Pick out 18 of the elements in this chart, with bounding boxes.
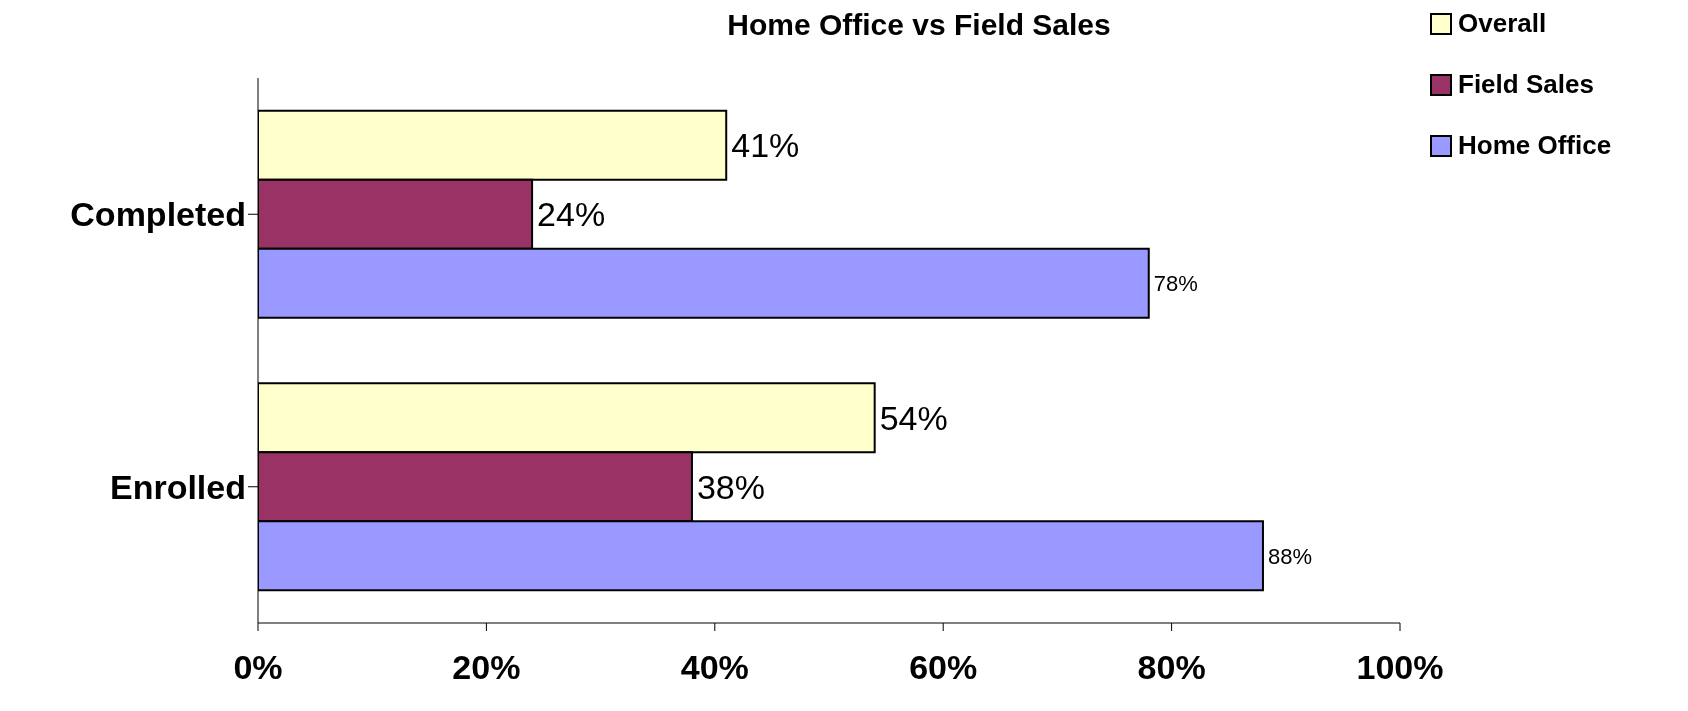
data-label: 41% <box>731 126 800 165</box>
data-label: 24% <box>537 195 606 234</box>
x-tick-label: 40% <box>680 648 749 687</box>
x-tick-label: 80% <box>1137 648 1206 687</box>
x-tick-label: 60% <box>909 648 978 687</box>
y-tick-label: Enrolled <box>109 467 246 506</box>
x-tick-label: 100% <box>1356 648 1444 687</box>
legend-label: Home Office <box>1458 130 1612 161</box>
chart-title: Home Office vs Field Sales <box>727 8 1111 41</box>
data-label: 78% <box>1153 271 1198 297</box>
x-tick-label: 20% <box>452 648 521 687</box>
y-tick-label: Completed <box>70 195 246 234</box>
legend-label: Field Sales <box>1458 69 1594 100</box>
legend-label: Overall <box>1458 8 1547 39</box>
x-tick-label: 0% <box>233 648 283 687</box>
data-label: 38% <box>696 467 766 506</box>
data-label: 88% <box>1267 543 1313 569</box>
data-label: 54% <box>879 398 948 437</box>
